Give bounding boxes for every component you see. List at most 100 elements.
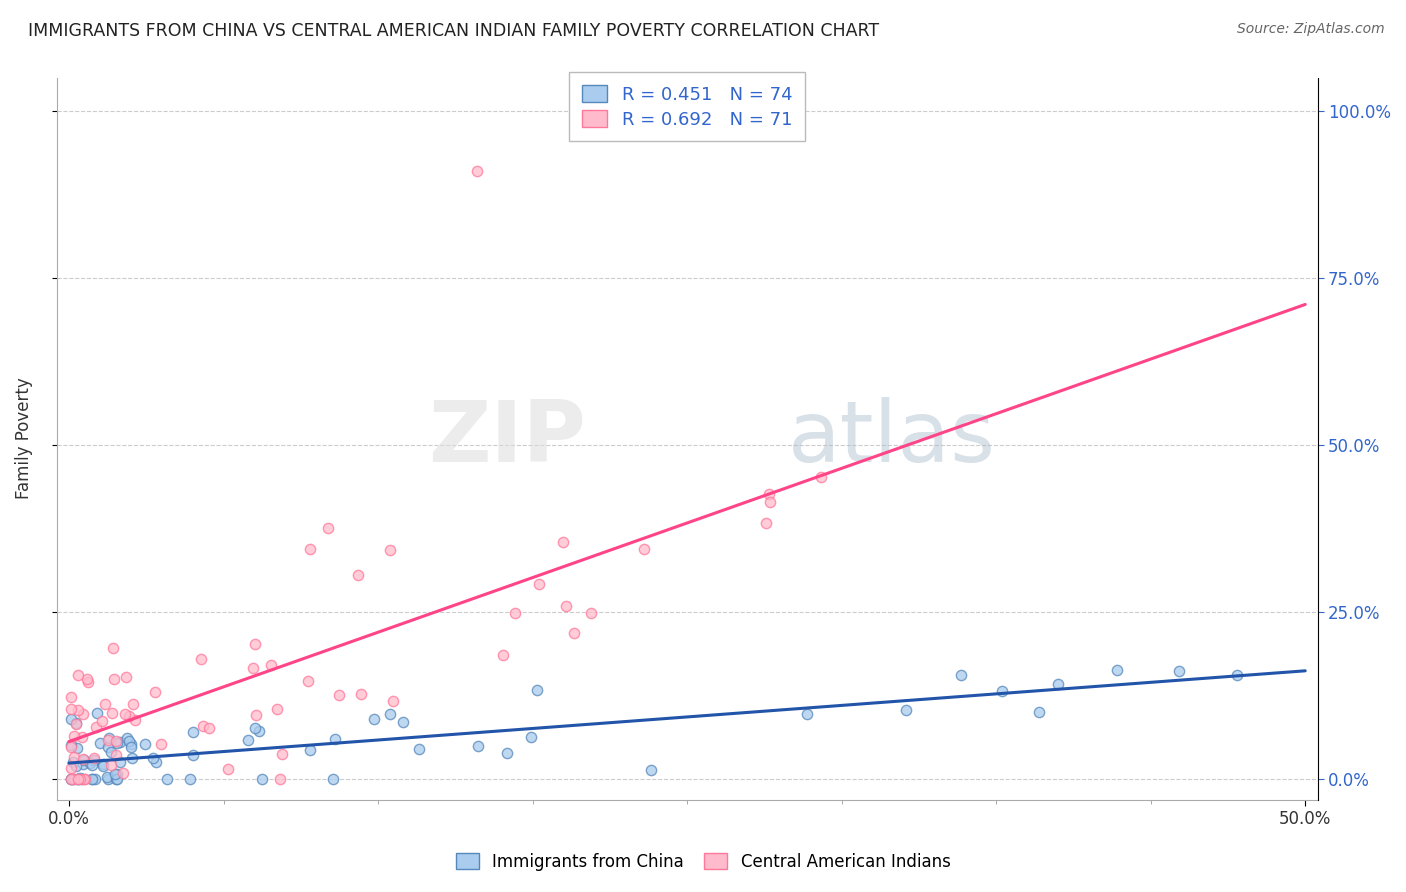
Point [65, 740, 87, 755]
Point [755, 516, 778, 530]
Point [73, 772, 96, 787]
Point [115, 670, 138, 684]
Point [67, 772, 90, 787]
Point [243, 721, 266, 735]
Point [1167, 664, 1189, 678]
Point [134, 737, 156, 751]
Point [503, 607, 526, 621]
Point [991, 684, 1014, 698]
Point [66, 772, 89, 787]
Point [633, 541, 655, 556]
Point [60, 702, 83, 716]
Point [72, 753, 94, 767]
Point [562, 625, 585, 640]
Point [103, 673, 125, 687]
Point [551, 535, 574, 549]
Point [316, 521, 339, 535]
Point [91, 759, 114, 773]
Point [759, 494, 782, 508]
Point [105, 736, 128, 750]
Point [467, 739, 489, 753]
Point [145, 755, 167, 769]
Point [69, 772, 91, 786]
Point [114, 706, 136, 721]
Point [271, 747, 294, 761]
Point [91, 756, 114, 771]
Point [640, 763, 662, 777]
Point [242, 661, 264, 675]
Point [60, 690, 83, 704]
Point [378, 706, 401, 721]
Point [82, 772, 104, 787]
Point [72, 752, 94, 766]
Point [298, 743, 321, 757]
Point [73, 772, 96, 787]
Point [104, 748, 127, 763]
Point [181, 747, 204, 762]
Point [60, 739, 83, 754]
Point [112, 766, 135, 780]
Point [299, 541, 322, 556]
Point [465, 164, 488, 178]
Point [83, 751, 105, 765]
Point [380, 542, 402, 557]
Point [105, 767, 128, 781]
Legend: R = 0.451   N = 74, R = 0.692   N = 71: R = 0.451 N = 74, R = 0.692 N = 71 [569, 72, 804, 142]
Point [120, 740, 142, 755]
Point [1105, 663, 1128, 677]
Y-axis label: Family Poverty: Family Poverty [15, 377, 32, 500]
Point [83, 772, 105, 787]
Point [323, 731, 346, 746]
Point [66, 772, 89, 787]
Point [347, 567, 370, 582]
Point [120, 737, 142, 751]
Point [66, 703, 89, 717]
Point [82, 758, 104, 772]
Point [97, 740, 120, 755]
Point [349, 687, 371, 701]
Point [408, 742, 430, 756]
Point [269, 772, 291, 787]
Point [104, 772, 127, 787]
Point [363, 712, 385, 726]
Point [579, 606, 602, 620]
Point [62, 750, 84, 764]
Point [519, 730, 541, 744]
Point [217, 762, 239, 776]
Point [115, 731, 138, 745]
Legend: Immigrants from China, Central American Indians: Immigrants from China, Central American … [447, 845, 959, 880]
Point [107, 772, 129, 787]
Point [1046, 676, 1069, 690]
Point [322, 772, 344, 787]
Point [62, 756, 84, 770]
Point [76, 674, 98, 689]
Point [66, 668, 89, 682]
Point [252, 772, 274, 787]
Point [181, 725, 204, 739]
Point [150, 737, 173, 751]
Point [69, 772, 91, 787]
Point [142, 751, 165, 765]
Point [297, 674, 319, 689]
Point [492, 648, 515, 662]
Point [118, 708, 141, 723]
Point [86, 720, 108, 734]
Point [100, 758, 122, 772]
Point [110, 735, 132, 749]
Point [83, 753, 105, 767]
Point [60, 738, 83, 752]
Point [156, 772, 179, 787]
Point [124, 713, 146, 727]
Point [70, 772, 93, 787]
Point [94, 697, 117, 711]
Point [76, 672, 98, 686]
Point [143, 685, 166, 699]
Point [60, 772, 83, 787]
Point [65, 715, 87, 730]
Point [758, 487, 780, 501]
Point [80, 772, 103, 787]
Point [198, 721, 221, 735]
Point [72, 706, 94, 721]
Point [810, 470, 832, 484]
Point [245, 637, 267, 651]
